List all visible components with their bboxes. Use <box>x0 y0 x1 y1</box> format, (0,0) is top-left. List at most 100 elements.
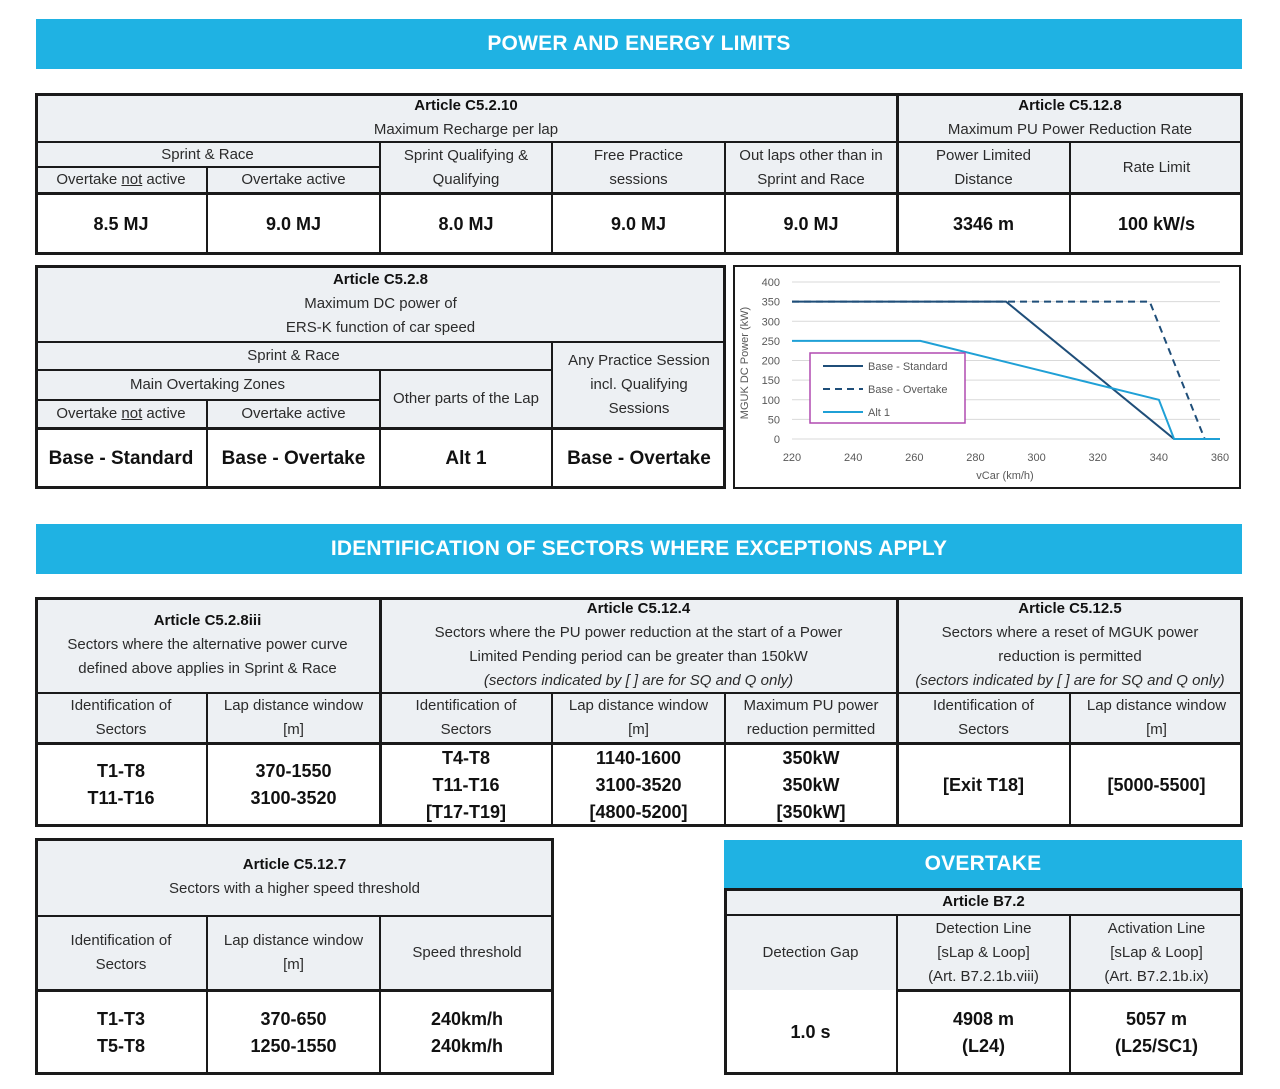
border <box>35 838 38 1075</box>
border <box>35 597 38 827</box>
article-header: Article C5.2.8 Maximum DC power of ERS-K… <box>35 265 726 342</box>
border <box>724 1072 1243 1075</box>
header-label: reduction permitted <box>746 721 876 738</box>
value-cell: 9.0 MJ <box>552 193 725 255</box>
value-cell: 100 kW/s <box>1070 193 1243 255</box>
cell-value: [T17-T19] <box>425 801 506 822</box>
cell-value: (L25/SC1) <box>1114 1035 1199 1056</box>
cell-value: 3346 m <box>952 213 1015 234</box>
header-label: Sprint & Race <box>247 347 340 364</box>
header-label: Lap distance window <box>1086 697 1227 714</box>
overtake-banner: OVERTAKE <box>724 840 1242 888</box>
border <box>1240 93 1243 255</box>
value-cell: 8.5 MJ <box>35 193 207 255</box>
border <box>379 142 381 255</box>
article-subtitle: reduction is permitted <box>998 648 1142 665</box>
border <box>35 742 1243 745</box>
border <box>35 252 1243 255</box>
header-label: Rate Limit <box>1122 158 1191 176</box>
value-cell: T1-T8 T11-T16 <box>35 743 207 827</box>
article-subtitle: Sectors with a higher speed threshold <box>169 880 420 897</box>
cell-value: 350kW <box>782 774 840 795</box>
article-subtitle: defined above applies in Sprint & Race <box>78 660 337 677</box>
article-note: (sectors indicated by [ ] are for SQ and… <box>483 672 794 689</box>
cell-value: 9.0 MJ <box>265 213 322 234</box>
value-cell: 4908 m (L24) <box>897 990 1070 1075</box>
border <box>35 192 1243 195</box>
x-tick-label: 320 <box>1089 452 1107 464</box>
column-header: Any Practice Session incl. Qualifying Se… <box>552 342 726 428</box>
cell-value: Base - Overtake <box>567 448 711 469</box>
cell-value: 1.0 s <box>790 1022 831 1042</box>
cell-value: T5-T8 <box>96 1035 145 1056</box>
header-label: Sectors <box>95 721 147 738</box>
article-title: Article C5.12.5 <box>1018 600 1122 617</box>
article-header: Article C5.2.10 Maximum Recharge per lap <box>35 93 897 142</box>
value-cell: Base - Overtake <box>207 428 380 489</box>
x-tick-label: 300 <box>1027 452 1045 464</box>
value-cell: 370-650 1250-1550 <box>207 990 380 1075</box>
column-header: Out laps other than in Sprint and Race <box>725 142 897 193</box>
cell-value: 9.0 MJ <box>783 213 839 234</box>
label-part: active <box>142 405 186 422</box>
cell-value: 370-1550 <box>255 761 332 781</box>
border <box>35 915 554 917</box>
column-header: Speed threshold <box>380 916 554 990</box>
legend-label: Base - Standard <box>868 361 948 373</box>
value-cell: [5000-5500] <box>1070 743 1243 827</box>
article-subtitle: Limited Pending period can be greater th… <box>469 648 808 665</box>
column-group-header: Sprint & Race <box>35 342 552 370</box>
value-cell: T1-T3 T5-T8 <box>35 990 207 1075</box>
sectors-table: Article C5.2.8iii Sectors where the alte… <box>35 597 1243 827</box>
cell-value: Alt 1 <box>445 448 487 469</box>
border <box>1240 597 1243 827</box>
x-tick-label: 260 <box>905 452 923 464</box>
value-cell: Base - Standard <box>35 428 207 489</box>
y-tick-label: 0 <box>774 434 780 446</box>
header-label: Speed threshold <box>412 944 522 961</box>
article-header: Article C5.12.5 Sectors where a reset of… <box>897 597 1243 693</box>
border <box>724 142 726 255</box>
header-label: Identification of <box>415 697 517 714</box>
cell-value: 240km/h <box>430 1008 504 1029</box>
cell-value: Base - Overtake <box>221 448 366 469</box>
value-cell: T4-T8 T11-T16 [T17-T19] <box>380 743 552 827</box>
article-header: Article C5.2.8iii Sectors where the alte… <box>35 597 380 693</box>
header-label: Any Practice Session <box>568 352 710 369</box>
value-cell: 5057 m (L25/SC1) <box>1070 990 1243 1075</box>
border <box>35 93 38 255</box>
x-tick-label: 220 <box>783 452 801 464</box>
article-title: Article C5.2.8iii <box>153 612 262 629</box>
column-header: Identification of Sectors <box>380 693 552 743</box>
border <box>35 93 1243 96</box>
cell-value: 1250-1550 <box>250 1035 337 1056</box>
cell-value: [350kW] <box>776 801 846 822</box>
border <box>551 342 553 489</box>
border <box>724 888 727 1075</box>
border <box>379 916 381 1075</box>
border <box>35 692 1243 694</box>
column-header: Rate Limit <box>1070 142 1243 193</box>
sectors-banner: IDENTIFICATION OF SECTORS WHERE EXCEPTIO… <box>36 524 1242 574</box>
x-tick-label: 280 <box>966 452 984 464</box>
border <box>896 597 899 827</box>
header-label: sessions <box>609 170 668 188</box>
header-label: Sectors <box>958 721 1009 738</box>
header-label: incl. Qualifying <box>590 376 688 393</box>
border <box>35 989 554 992</box>
header-label: Lap distance window <box>223 932 364 949</box>
column-header: Detection Line [sLap & Loop] (Art. B7.2.1b… <box>897 915 1070 990</box>
value-cell: Base - Overtake <box>552 428 726 489</box>
column-header: Free Practice sessions <box>552 142 725 193</box>
cell-value: [4800-5200] <box>589 801 688 822</box>
header-label: Sprint and Race <box>757 170 865 188</box>
header-label: Qualifying <box>432 170 500 188</box>
border <box>379 370 381 489</box>
header-label: Overtake not active <box>56 168 185 192</box>
header-label: [sLap & Loop] <box>937 943 1030 961</box>
border <box>206 400 208 489</box>
border <box>35 1072 554 1075</box>
power-energy-banner: POWER AND ENERGY LIMITS <box>36 19 1242 69</box>
speed-threshold-table: Article C5.12.7 Sectors with a higher sp… <box>35 838 554 1075</box>
header-label: Other parts of the Lap <box>393 390 539 407</box>
